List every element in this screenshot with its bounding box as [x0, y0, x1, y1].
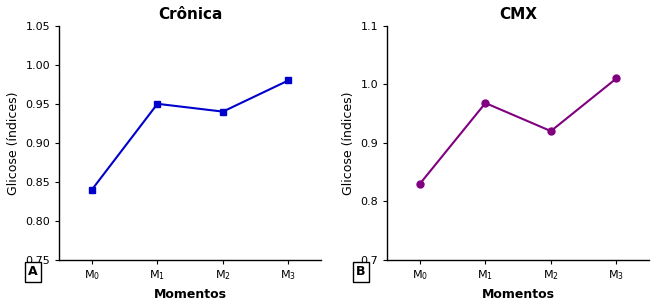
- Y-axis label: Glicose (índices): Glicose (índices): [342, 91, 355, 195]
- X-axis label: Momentos: Momentos: [482, 288, 555, 301]
- Y-axis label: Glicose (índices): Glicose (índices): [7, 91, 20, 195]
- Text: B: B: [356, 265, 366, 278]
- Text: A: A: [28, 265, 38, 278]
- X-axis label: Momentos: Momentos: [154, 288, 227, 301]
- Title: Crônica: Crônica: [158, 7, 222, 22]
- Title: CMX: CMX: [499, 7, 537, 22]
